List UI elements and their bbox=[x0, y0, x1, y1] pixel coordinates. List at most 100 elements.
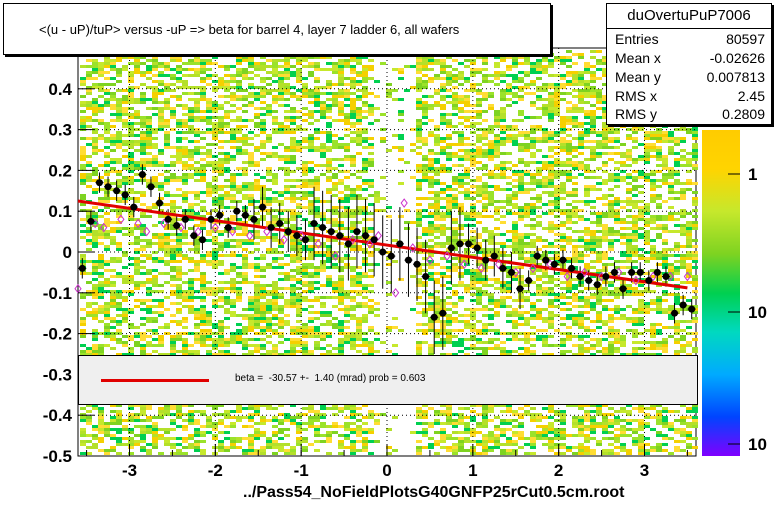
heat-cell bbox=[320, 107, 326, 110]
heat-cell bbox=[242, 185, 248, 188]
heat-cell bbox=[80, 218, 86, 221]
heat-cell bbox=[110, 332, 116, 335]
heat-cell bbox=[128, 227, 134, 230]
heat-cell bbox=[548, 428, 554, 431]
heat-cell bbox=[548, 140, 554, 143]
heat-cell bbox=[560, 344, 566, 347]
heat-cell bbox=[200, 77, 206, 80]
heat-cell bbox=[458, 101, 464, 104]
heat-cell bbox=[542, 443, 548, 446]
heat-cell bbox=[308, 350, 314, 353]
heat-cell bbox=[560, 56, 566, 59]
heat-cell bbox=[416, 197, 422, 200]
heat-cell bbox=[368, 452, 374, 455]
heat-cell bbox=[434, 179, 440, 182]
heat-cell bbox=[542, 56, 548, 59]
heat-cell bbox=[200, 344, 206, 347]
heat-cell bbox=[80, 197, 86, 200]
heat-cell bbox=[116, 113, 122, 116]
heat-cell bbox=[194, 245, 200, 248]
heat-cell bbox=[284, 263, 290, 266]
heat-cell bbox=[98, 350, 104, 353]
heat-cell bbox=[446, 77, 452, 80]
heat-cell bbox=[536, 239, 542, 242]
heat-cell bbox=[356, 188, 362, 191]
heat-cell bbox=[194, 167, 200, 170]
heat-cell bbox=[554, 101, 560, 104]
heat-cell bbox=[362, 137, 368, 140]
heat-cell bbox=[224, 416, 230, 419]
heat-cell bbox=[350, 155, 356, 158]
heat-cell bbox=[428, 275, 434, 278]
heat-cell bbox=[512, 191, 518, 194]
heat-cell bbox=[566, 116, 572, 119]
heat-cell bbox=[554, 206, 560, 209]
heat-cell bbox=[500, 113, 506, 116]
heat-cell bbox=[326, 191, 332, 194]
heat-cell bbox=[86, 59, 92, 62]
heat-cell bbox=[386, 206, 392, 209]
heat-cell bbox=[428, 68, 434, 71]
heat-cell bbox=[134, 443, 140, 446]
heat-cell bbox=[116, 413, 122, 416]
heat-cell bbox=[494, 143, 500, 146]
heat-cell bbox=[266, 350, 272, 353]
heat-cell bbox=[368, 227, 374, 230]
heat-cell bbox=[272, 131, 278, 134]
heat-cell bbox=[296, 320, 302, 323]
heat-cell bbox=[350, 68, 356, 71]
heat-cell bbox=[104, 83, 110, 86]
heat-cell bbox=[164, 107, 170, 110]
heat-cell bbox=[440, 212, 446, 215]
heat-cell bbox=[422, 158, 428, 161]
heat-cell bbox=[284, 305, 290, 308]
heat-cell bbox=[296, 443, 302, 446]
heat-cell bbox=[158, 314, 164, 317]
heat-cell bbox=[296, 227, 302, 230]
heat-cell bbox=[518, 236, 524, 239]
heat-cell bbox=[104, 164, 110, 167]
heat-cell bbox=[170, 437, 176, 440]
heat-cell bbox=[422, 314, 428, 317]
heat-cell bbox=[110, 302, 116, 305]
heat-cell bbox=[104, 161, 110, 164]
heat-cell bbox=[290, 449, 296, 452]
heat-cell bbox=[374, 440, 380, 443]
heat-cell bbox=[308, 203, 314, 206]
heat-cell bbox=[92, 113, 98, 116]
heat-cell bbox=[494, 146, 500, 149]
heat-cell bbox=[152, 431, 158, 434]
heat-cell bbox=[290, 56, 296, 59]
heat-cell bbox=[500, 164, 506, 167]
heat-cell bbox=[206, 344, 212, 347]
heat-cell bbox=[434, 200, 440, 203]
heat-cell bbox=[80, 164, 86, 167]
heat-cell bbox=[116, 107, 122, 110]
heat-cell bbox=[290, 248, 296, 251]
heat-cell bbox=[248, 443, 254, 446]
heat-cell bbox=[224, 431, 230, 434]
heat-cell bbox=[446, 167, 452, 170]
heat-cell bbox=[116, 296, 122, 299]
heat-cell bbox=[80, 116, 86, 119]
heat-cell bbox=[434, 137, 440, 140]
heat-cell bbox=[134, 305, 140, 308]
heat-cell bbox=[530, 68, 536, 71]
heat-cell bbox=[428, 179, 434, 182]
heat-cell bbox=[104, 92, 110, 95]
heat-cell bbox=[230, 284, 236, 287]
heat-cell bbox=[302, 335, 308, 338]
heat-cell bbox=[284, 434, 290, 437]
heat-cell bbox=[362, 140, 368, 143]
heat-cell bbox=[524, 116, 530, 119]
heat-cell bbox=[122, 320, 128, 323]
heat-cell bbox=[296, 296, 302, 299]
heat-cell bbox=[266, 83, 272, 86]
heat-cell bbox=[560, 83, 566, 86]
heat-cell bbox=[170, 77, 176, 80]
heat-cell bbox=[200, 89, 206, 92]
heat-cell bbox=[152, 422, 158, 425]
heat-cell bbox=[536, 329, 542, 332]
heat-cell bbox=[524, 410, 530, 413]
heat-cell bbox=[560, 293, 566, 296]
